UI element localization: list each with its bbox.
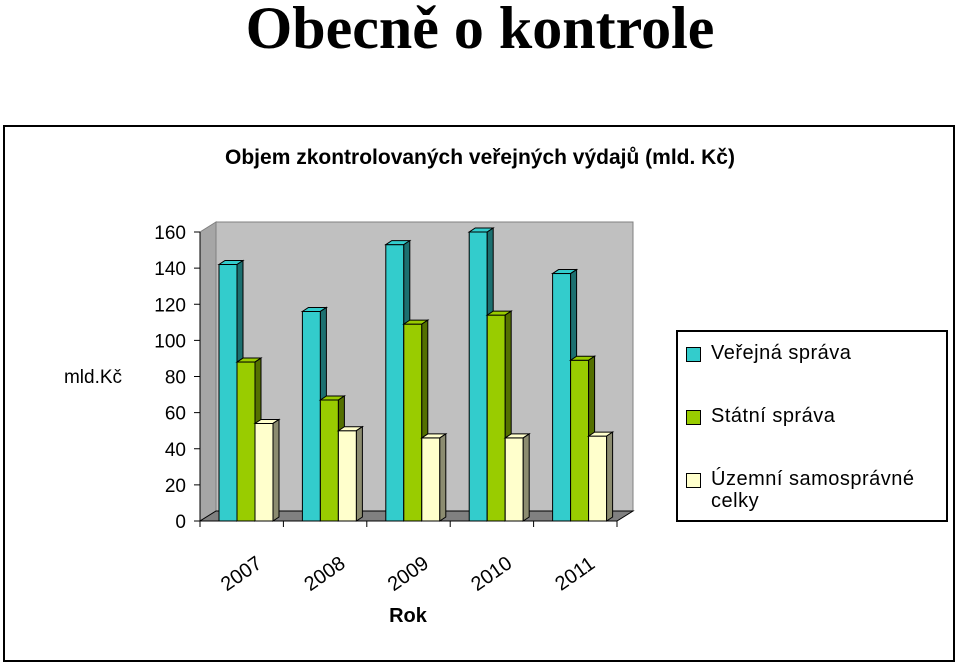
bar-0-2009 bbox=[385, 244, 405, 522]
y-tick-label: 160 bbox=[154, 223, 186, 244]
y-tick-label: 40 bbox=[165, 440, 186, 461]
legend-swatch-uzemni-celky bbox=[686, 473, 701, 488]
bar-0-2008 bbox=[301, 310, 321, 522]
legend-label: Veřejná správa bbox=[711, 342, 852, 364]
bar-1-2009 bbox=[403, 323, 423, 522]
bar-2-2011 bbox=[588, 435, 608, 522]
chart-side-wall bbox=[199, 221, 217, 522]
y-tick-label: 60 bbox=[165, 404, 186, 425]
x-axis-label: Rok bbox=[389, 605, 428, 627]
x-tick-label: 2011 bbox=[551, 553, 599, 596]
legend-item-statni-sprava: Státní správa bbox=[686, 405, 946, 427]
y-tick-label: 140 bbox=[154, 259, 186, 280]
x-tick-label: 2008 bbox=[300, 552, 349, 596]
x-tick-label: 2009 bbox=[384, 552, 433, 596]
y-tick-label: 120 bbox=[154, 295, 186, 316]
bar-side-2-2009 bbox=[439, 432, 447, 522]
y-tick-label: 0 bbox=[175, 512, 186, 533]
bar-1-2007 bbox=[236, 361, 256, 522]
legend-label: Státní správa bbox=[711, 405, 836, 427]
slide-title: Obecně o kontrole bbox=[245, 0, 715, 61]
bar-2-2008 bbox=[337, 430, 357, 522]
legend-item-verejna-sprava: Veřejná správa bbox=[686, 342, 946, 364]
bar-2-2010 bbox=[504, 437, 524, 522]
x-tick-label: 2007 bbox=[217, 552, 266, 596]
bar-0-2011 bbox=[552, 273, 572, 522]
bar-0-2007 bbox=[218, 264, 238, 522]
y-axis-label: mld.Kč bbox=[64, 367, 122, 388]
legend-swatch-statni-sprava bbox=[686, 410, 701, 425]
bar-1-2011 bbox=[570, 359, 590, 522]
chart-legend: Veřejná správa Státní správa Územní samo… bbox=[676, 330, 948, 522]
bar-side-2-2007 bbox=[272, 418, 280, 522]
bar-1-2010 bbox=[486, 314, 506, 522]
y-tick-label: 100 bbox=[154, 331, 186, 352]
bar-2-2007 bbox=[254, 422, 274, 522]
bar-side-2-2008 bbox=[355, 425, 363, 522]
bar-0-2010 bbox=[468, 231, 488, 522]
y-tick-label: 20 bbox=[165, 476, 186, 497]
chart-title: Objem zkontrolovaných veřejných výdajů (… bbox=[225, 146, 735, 169]
bar-1-2008 bbox=[319, 399, 339, 522]
x-tick-label: 2010 bbox=[467, 552, 516, 596]
legend-item-uzemni-celky: Územní samosprávné celky bbox=[686, 468, 946, 512]
bar-2-2009 bbox=[421, 437, 441, 522]
legend-label: Územní samosprávné celky bbox=[711, 468, 915, 512]
legend-swatch-verejna-sprava bbox=[686, 347, 701, 362]
y-tick-label: 80 bbox=[165, 368, 186, 389]
bar-side-2-2010 bbox=[522, 432, 530, 522]
bar-side-2-2011 bbox=[606, 431, 614, 522]
